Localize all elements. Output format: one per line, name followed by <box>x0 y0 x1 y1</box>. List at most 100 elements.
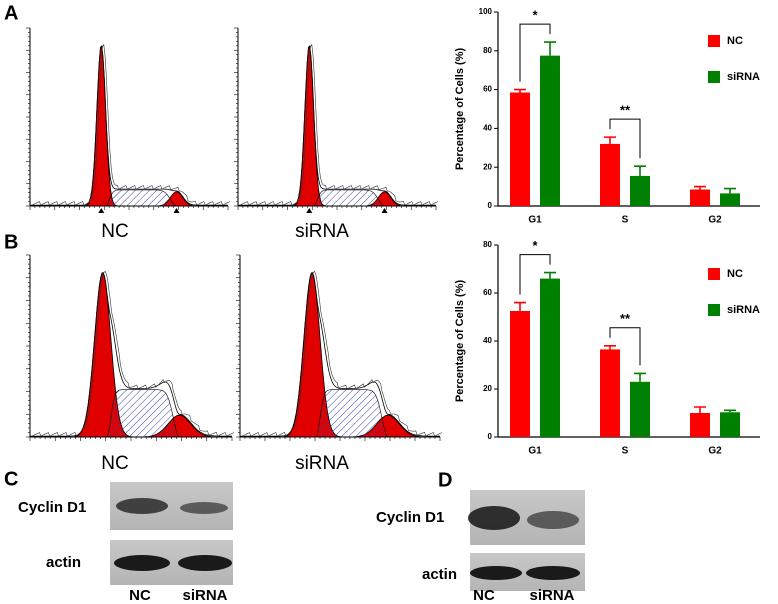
legend-label: NC <box>727 268 743 280</box>
bar <box>510 311 530 437</box>
blot-lane-label: NC <box>129 587 151 604</box>
blot-c: Cyclin D1 actin NC siRNA <box>18 482 233 604</box>
bar <box>600 143 620 206</box>
bar <box>720 193 740 206</box>
y-tick-label: 0 <box>488 432 493 441</box>
panel-label: C <box>4 468 18 490</box>
x-tick-label: S <box>622 446 629 457</box>
fit-curve <box>238 45 436 206</box>
panel-label: D <box>438 469 452 491</box>
significance-bracket <box>609 327 641 366</box>
bar <box>630 381 650 437</box>
fit-curve <box>241 270 443 437</box>
y-tick-label: 40 <box>483 336 492 345</box>
blot-lane-label: siRNA <box>182 587 227 604</box>
blot-d: Cyclin D1 actin NC siRNA <box>376 490 585 604</box>
blot-row-label: actin <box>46 554 81 571</box>
x-tick-label: G1 <box>528 446 542 457</box>
fit-curve <box>31 43 231 206</box>
y-tick-label: 100 <box>479 7 493 16</box>
band <box>468 506 520 530</box>
x-tick-label: S <box>622 215 629 226</box>
s-phase <box>238 189 436 207</box>
histogram-label: NC <box>101 453 128 474</box>
band <box>180 502 228 514</box>
bar-chart: 0 20 40 60 80 100 Percentage of Cells (%) G1 S G2… <box>454 7 760 226</box>
blot-row-label: actin <box>422 566 457 583</box>
x-tick-label: G1 <box>528 215 542 226</box>
g1-peak <box>238 45 436 207</box>
s-phase <box>30 389 232 438</box>
histogram <box>26 254 235 441</box>
bar <box>600 349 620 437</box>
fit-curve <box>31 270 235 437</box>
gate-marker <box>381 208 388 213</box>
bar <box>630 175 650 206</box>
significance-label: ** <box>620 103 631 118</box>
error-bar <box>604 136 616 144</box>
y-tick-label: 60 <box>483 85 492 94</box>
significance-bracket <box>519 254 551 295</box>
s-phase <box>30 189 228 207</box>
fit-curve <box>30 45 228 206</box>
band <box>178 555 232 571</box>
blot-row-label: Cyclin D1 <box>376 509 444 526</box>
histogram <box>26 27 231 213</box>
band <box>526 566 580 580</box>
blot-row-label: Cyclin D1 <box>18 499 86 516</box>
y-tick-label: 0 <box>488 201 493 210</box>
fit-curve <box>240 272 440 437</box>
bar <box>720 412 740 437</box>
error-bar <box>634 372 646 382</box>
bar <box>540 278 560 437</box>
x-tick-label: G2 <box>708 215 722 226</box>
significance-label: ** <box>620 311 631 326</box>
g1-peak <box>30 45 228 207</box>
error-bar <box>544 271 556 279</box>
band <box>116 498 168 514</box>
y-tick-label: 80 <box>483 46 492 55</box>
bar <box>540 55 560 207</box>
histogram-label: NC <box>101 221 128 242</box>
histogram-label: siRNA <box>295 453 349 474</box>
panel-label: A <box>4 2 18 24</box>
fit-curve <box>30 272 232 437</box>
legend-swatch <box>708 304 720 316</box>
significance-label: * <box>532 8 538 23</box>
y-tick-label: 60 <box>483 288 492 297</box>
significance-bracket <box>519 23 551 82</box>
error-bar <box>604 345 616 350</box>
legend-label: NC <box>727 35 743 47</box>
bar <box>510 92 530 206</box>
error-bar <box>694 185 706 190</box>
fit-curve <box>239 43 439 206</box>
significance-bracket <box>609 118 641 159</box>
band <box>527 511 579 529</box>
error-bar <box>634 165 646 176</box>
histogram-label: siRNA <box>295 221 349 242</box>
blot-lane-label: siRNA <box>529 587 574 604</box>
legend-label: siRNA <box>727 71 760 83</box>
band <box>114 555 170 571</box>
histogram <box>234 27 439 213</box>
band <box>470 566 522 580</box>
bar <box>690 189 710 206</box>
y-tick-label: 40 <box>483 124 492 133</box>
significance-label: * <box>532 238 538 253</box>
legend-label: siRNA <box>727 304 760 316</box>
s-phase <box>240 389 440 438</box>
error-bar <box>694 406 706 413</box>
error-bar <box>724 409 736 413</box>
panel-label: B <box>4 231 18 253</box>
blot-lane-label: NC <box>473 587 495 604</box>
y-axis-label: Percentage of Cells (%) <box>454 48 466 171</box>
gate-marker <box>306 208 313 213</box>
x-tick-label: G2 <box>708 446 722 457</box>
y-tick-label: 80 <box>483 240 492 249</box>
error-bar <box>724 187 736 194</box>
gate-marker <box>173 208 180 213</box>
error-bar <box>544 41 556 56</box>
legend-swatch <box>708 71 720 83</box>
